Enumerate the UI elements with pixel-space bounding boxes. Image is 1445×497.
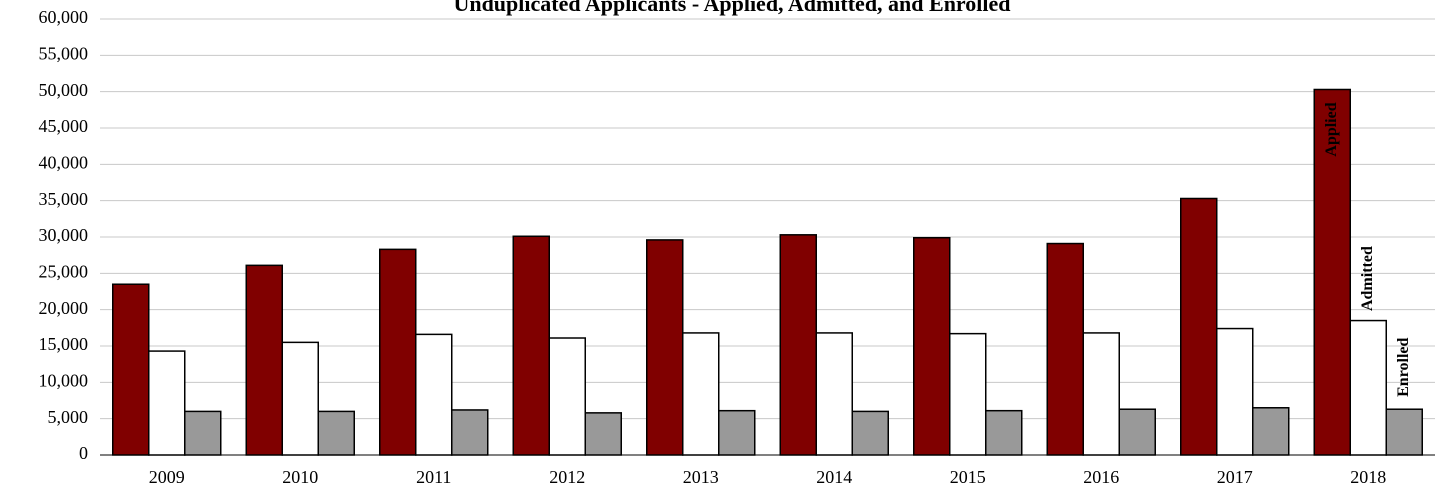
- bar: [913, 236, 951, 456]
- bar: [1349, 319, 1387, 456]
- y-tick-label: 20,000: [39, 298, 89, 318]
- bar: [1118, 408, 1156, 456]
- chart-title: Unduplicated Applicants - Applied, Admit…: [453, 0, 1010, 16]
- x-tick-label: 2015: [950, 467, 986, 487]
- y-tick-label: 0: [79, 443, 88, 463]
- y-tick-label: 30,000: [39, 225, 89, 245]
- y-tick-label: 5,000: [48, 407, 89, 427]
- y-tick-label: 35,000: [39, 189, 89, 209]
- bar: [815, 332, 853, 456]
- y-tick-label: 40,000: [39, 152, 89, 172]
- bar: [112, 283, 150, 456]
- x-tick-label: 2016: [1083, 467, 1119, 487]
- bar: [949, 332, 987, 456]
- bar: [548, 337, 586, 456]
- bar: [646, 239, 684, 456]
- x-tick-label: 2010: [282, 467, 318, 487]
- x-tick-label: 2009: [149, 467, 185, 487]
- bar: [451, 409, 489, 456]
- bar: [985, 409, 1023, 456]
- bar: [245, 264, 283, 456]
- y-tick-label: 10,000: [39, 370, 89, 390]
- bar: [1313, 88, 1351, 456]
- bar: [682, 332, 720, 456]
- x-tick-label: 2018: [1350, 467, 1386, 487]
- series-label: Admitted: [1359, 246, 1376, 311]
- bar: [851, 410, 889, 456]
- bar: [1385, 408, 1423, 456]
- y-tick-label: 25,000: [39, 261, 89, 281]
- bar: [148, 350, 186, 456]
- bar: [779, 234, 817, 456]
- series-label: Applied: [1323, 102, 1340, 156]
- bar: [1252, 407, 1290, 456]
- y-tick-label: 60,000: [39, 7, 89, 27]
- bar: [512, 235, 550, 456]
- bar: [184, 410, 222, 456]
- bar: [584, 412, 622, 456]
- y-tick-label: 15,000: [39, 334, 89, 354]
- y-tick-label: 50,000: [39, 80, 89, 100]
- bar: [1082, 332, 1120, 456]
- x-tick-label: 2017: [1217, 467, 1253, 487]
- series-label: Enrolled: [1395, 337, 1412, 396]
- bar: [379, 248, 417, 456]
- x-tick-label: 2011: [416, 467, 451, 487]
- bar: [1216, 327, 1254, 456]
- x-tick-label: 2012: [549, 467, 585, 487]
- x-tick-label: 2014: [816, 467, 852, 487]
- x-tick-label: 2013: [683, 467, 719, 487]
- bar: [281, 341, 319, 456]
- y-tick-label: 55,000: [39, 43, 89, 63]
- y-tick-label: 45,000: [39, 116, 89, 136]
- bar: [1180, 197, 1218, 456]
- bar: [1046, 242, 1084, 456]
- bar: [415, 333, 453, 456]
- bar: [317, 410, 355, 456]
- bar: [718, 409, 756, 456]
